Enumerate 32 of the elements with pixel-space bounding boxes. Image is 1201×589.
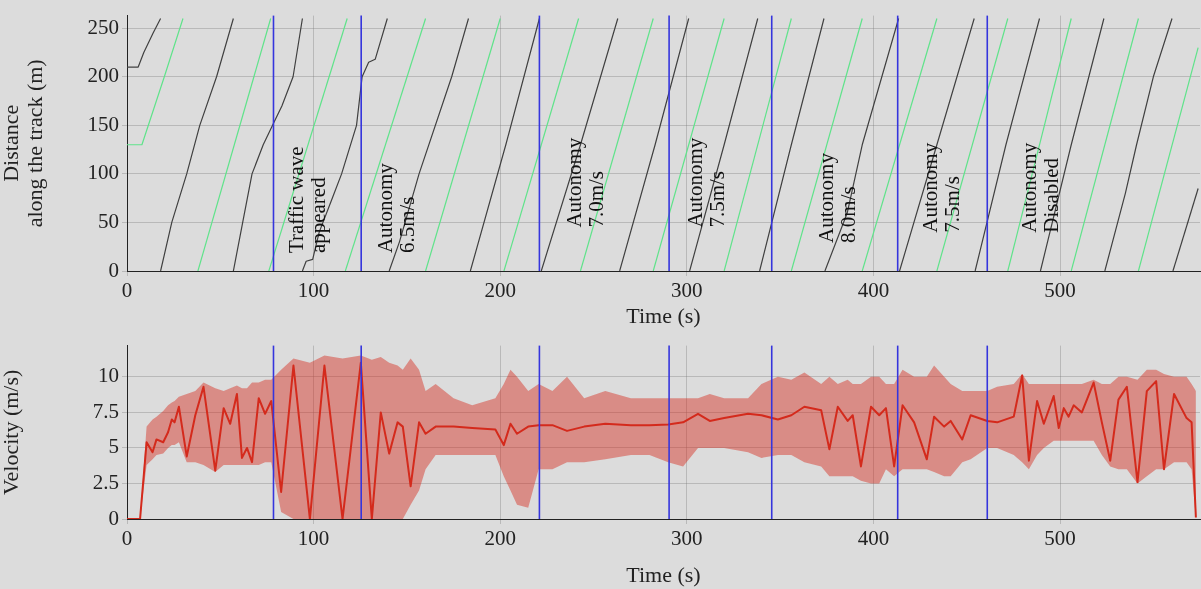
x-tick-label: 300 (671, 278, 703, 303)
y-tick-label: 10 (98, 363, 119, 388)
y-axis-title: Velocity (m/s) (0, 369, 23, 495)
y-tick-label: 2.5 (92, 469, 119, 494)
y-tick-label: 100 (87, 160, 119, 185)
y-tick-label: 7.5 (92, 398, 119, 423)
x-tick-label: 300 (671, 526, 703, 551)
x-tick-label: 400 (857, 526, 890, 551)
x-tick-label: 400 (857, 278, 890, 303)
y-tick-label: 0 (108, 257, 119, 282)
y-tick-label: 250 (87, 14, 119, 39)
annotation: Autonomy 7.5m/s (683, 137, 730, 228)
annotation: Autonomy 6.5m/s (372, 162, 419, 254)
x-tick-label: 200 (484, 526, 516, 551)
x-tick-label: 500 (1044, 526, 1076, 551)
x-tick-label: 500 (1044, 278, 1076, 303)
annotation: Autonomy 8.0m/s (813, 152, 860, 243)
x-tick-label: 100 (297, 526, 330, 551)
y-tick-label: 0 (108, 505, 119, 530)
x-axis-title: Time (s) (626, 302, 701, 328)
annotation: Autonomy Disabled (1016, 142, 1063, 233)
x-axis-title: Time (s) (626, 561, 701, 587)
annotation: Autonomy 7.5m/s (918, 142, 964, 233)
x-tick-label: 200 (484, 278, 516, 303)
y-tick-label: 50 (98, 208, 119, 233)
y-tick-label: 5 (108, 434, 119, 459)
annotation: Autonomy 7.0m/s (561, 137, 608, 228)
x-tick-label: 100 (297, 278, 330, 303)
y-axis-title: Distance along the track (m) (0, 59, 48, 228)
y-tick-label: 200 (87, 63, 119, 88)
y-tick-label: 150 (87, 111, 119, 136)
annotation: Traffic wave appeared (283, 146, 330, 254)
